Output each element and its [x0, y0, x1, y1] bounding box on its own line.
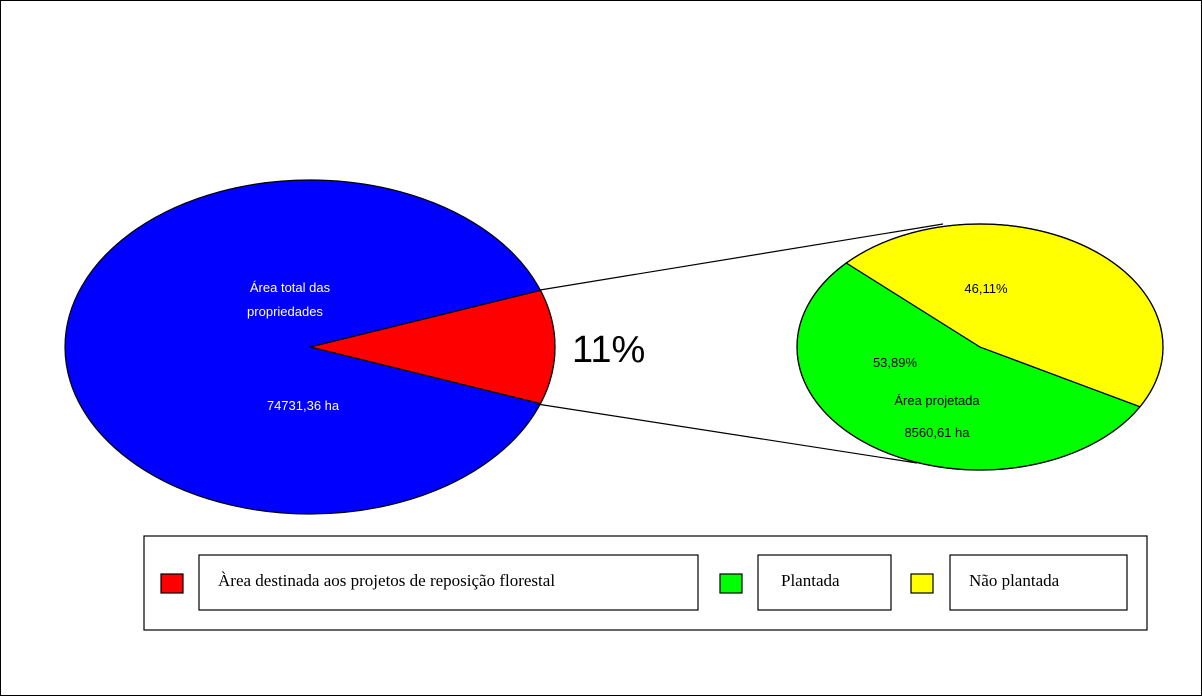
legend-label-area-destinada: Àrea destinada aos projetos de reposição… — [218, 571, 555, 590]
legend-label-nao-plantada: Não plantada — [969, 571, 1060, 590]
legend-swatch-nao-plantada — [910, 573, 934, 594]
legend-label-box-nao-plantada — [949, 554, 1128, 611]
main-pie-value-label: 74731,36 ha — [267, 398, 340, 413]
connector-line-bottom — [536, 403, 918, 464]
area-projetada-label: Área projetada — [894, 393, 980, 408]
main-pie-label-line2: propriedades — [247, 304, 323, 319]
main-pie: Área total das propriedades 74731,36 ha — [64, 179, 556, 515]
legend: Àrea destinada aos projetos de reposição… — [143, 535, 1148, 631]
plantada-percent-label: 53,89% — [873, 355, 918, 370]
secondary-pie: 46,11% 53,89% Área projetada 8560,61 ha — [796, 223, 1164, 471]
exploded-slice-percent: 11% — [572, 329, 645, 371]
nao-plantada-percent-label: 46,11% — [964, 281, 1008, 296]
legend-label-box-plantada — [757, 554, 892, 611]
legend-swatch-plantada — [719, 573, 743, 594]
legend-label-plantada: Plantada — [781, 571, 840, 590]
legend-label-box-area-destinada — [198, 554, 699, 611]
legend-swatch-area-destinada — [160, 573, 184, 594]
pie-slice-area-destinada — [309, 289, 556, 405]
connector-line-top — [539, 223, 944, 291]
secondary-pie-outline — [796, 223, 1164, 471]
main-pie-label-line1: Área total das — [250, 280, 331, 295]
area-projetada-value-label: 8560,61 ha — [904, 425, 970, 440]
